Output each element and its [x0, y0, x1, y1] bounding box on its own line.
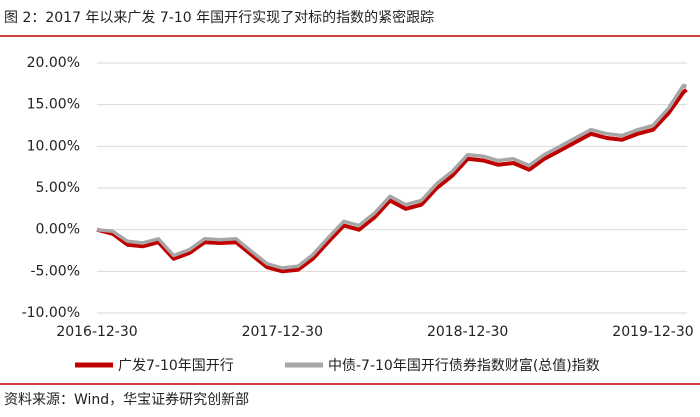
x-tick-label: 2017-12-30: [242, 324, 323, 340]
x-tick-label: 2018-12-30: [427, 324, 508, 340]
x-tick-label: 2019-12-30: [612, 324, 693, 340]
y-tick-label: 15.00%: [27, 97, 80, 113]
chart-title: 图 2：2017 年以来广发 7-10 年国开行实现了对标的指数的紧密跟踪: [4, 9, 434, 26]
y-tick-label: -5.00%: [30, 263, 80, 279]
y-tick-label: 20.00%: [27, 55, 80, 71]
legend-label: 中债-7-10年国开行债券指数财富(总值)指数: [328, 357, 600, 374]
y-tick-label: -10.00%: [22, 305, 80, 321]
series-line: [96, 83, 687, 270]
y-tick-label: 0.00%: [36, 222, 80, 238]
y-tick-label: 5.00%: [36, 180, 80, 196]
source: 资料来源：Wind，华宝证券研究创新部: [4, 392, 249, 408]
y-tick-label: 10.00%: [27, 138, 80, 154]
x-tick-label: 2016-12-30: [56, 324, 137, 340]
legend-label: 广发7-10年国开行: [118, 358, 234, 374]
series-line: [96, 88, 688, 274]
